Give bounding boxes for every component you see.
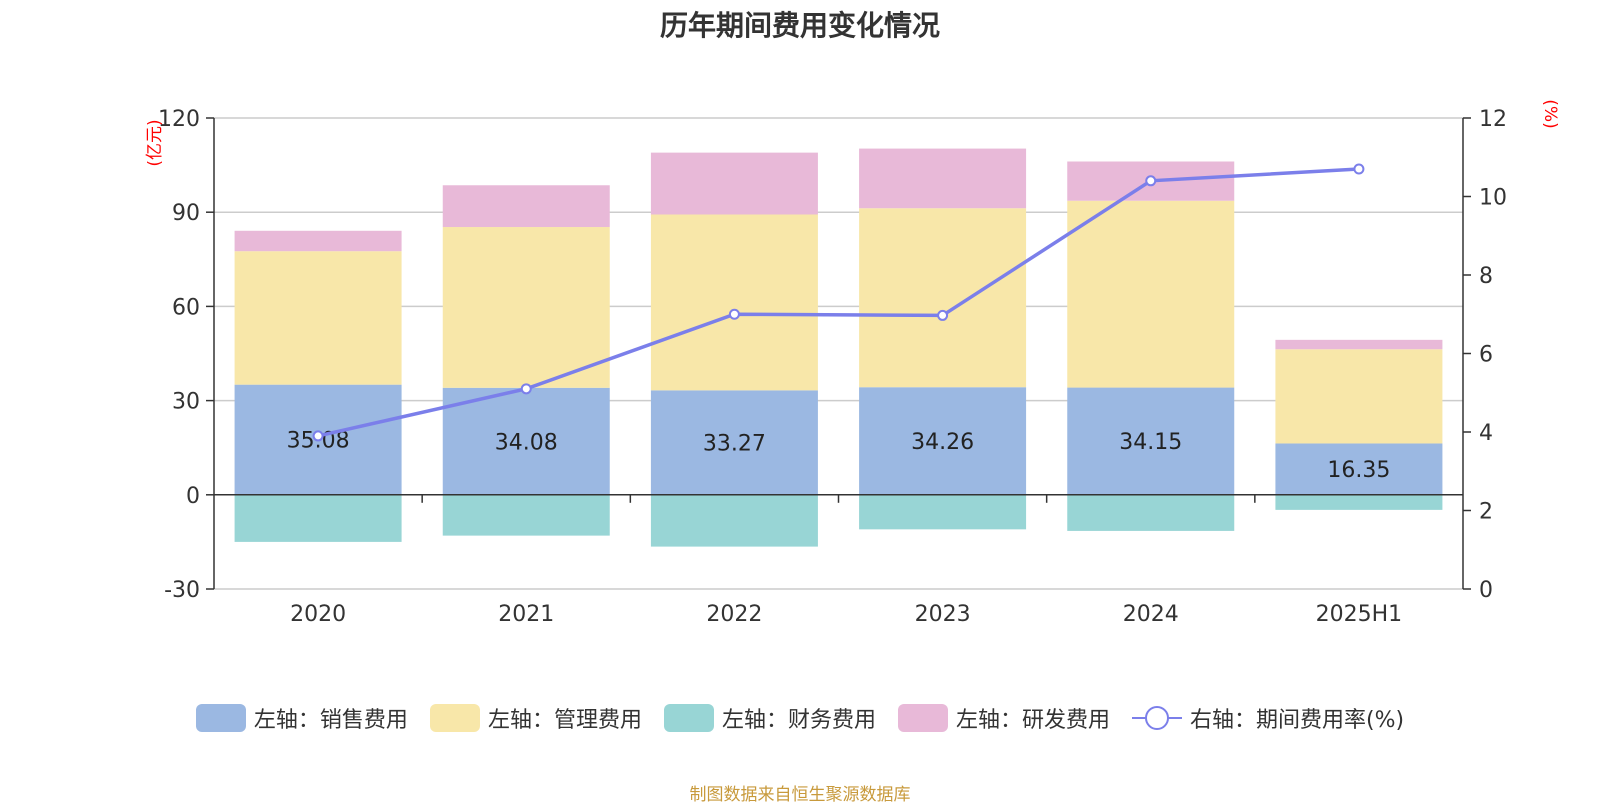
bar-admin [859,208,1027,388]
bar-admin [1067,200,1235,388]
rate-line [317,167,1360,438]
legend-item[interactable]: 左轴：研发费用 [897,702,1110,734]
legend-label: 左轴：研发费用 [955,708,1110,733]
sales-value-label: 34.26 [911,430,974,455]
legend-line-swatch [1131,704,1182,732]
bar-finance [234,494,402,542]
bar-sales [1067,387,1235,495]
legend-item[interactable]: 左轴：管理费用 [429,702,642,734]
bar-finance [1275,494,1443,510]
rate-point [520,383,532,395]
bar-admin [650,214,818,391]
category-label: 2023 [915,602,971,627]
right-tick-label: 4 [1479,421,1493,446]
right-tick-label: 0 [1479,578,1493,603]
bar-admin [1275,349,1443,444]
legend-label: 右轴：期间费用率(%) [1189,708,1405,733]
source-note: 制图数据来自恒生聚源数据库 [689,785,911,805]
bar-rnd [650,152,818,215]
sales-value-label: 16.35 [1327,458,1390,483]
sales-value-label: 34.08 [495,430,558,455]
bar-admin [234,251,402,385]
bar-finance [442,494,610,536]
rate-point [937,309,949,321]
chart-title: 历年期间费用变化情况 [659,9,940,42]
category-label: 2020 [290,602,346,627]
bar-admin [442,227,610,388]
legend-item[interactable]: 右轴：期间费用率(%) [1131,702,1405,734]
category-label: 2024 [1123,602,1179,627]
sales-value-label: 33.27 [703,432,766,457]
bar-rnd [859,148,1027,209]
category-label: 2025H1 [1316,602,1403,627]
bar-finance [1067,494,1235,531]
legend-label: 左轴：财务费用 [721,708,876,733]
right-tick-label: 10 [1479,186,1507,211]
legend-swatch [663,704,714,732]
chart-legend: 左轴：销售费用 左轴：管理费用 左轴：财务费用 左轴：研发费用 右轴：期间费用率(%) [0,702,1600,734]
bar-sales [650,390,818,495]
left-tick-label: -30 [164,578,200,603]
left-tick-label: 120 [158,107,200,132]
right-tick-label: 8 [1479,264,1493,289]
bar-sales [1275,443,1443,495]
left-tick-label: 30 [172,390,200,415]
bar-finance [650,494,818,547]
bar-rnd [1275,339,1443,350]
left-tick-label: 60 [172,295,200,320]
right-axis-unit: (%) [1540,99,1560,128]
legend-swatch [195,704,246,732]
sales-value-label: 34.15 [1119,430,1182,455]
rate-point [728,308,740,320]
left-axis-unit: (亿元) [145,119,165,166]
legend-label: 左轴：销售费用 [253,708,408,733]
legend-label: 左轴：管理费用 [487,708,642,733]
rate-point [1145,175,1157,187]
legend-line-marker [1144,706,1169,730]
right-tick-label: 6 [1479,343,1493,368]
category-label: 2021 [498,602,554,627]
left-tick-label: 90 [172,201,200,226]
bar-finance [859,494,1027,530]
legend-swatch [897,704,948,732]
right-tick-label: 2 [1479,500,1493,525]
category-label: 2022 [706,602,762,627]
bar-rnd [442,185,610,228]
bar-rnd [234,230,402,252]
legend-item[interactable]: 左轴：销售费用 [195,702,408,734]
rate-point [1353,163,1365,175]
bar-sales [442,387,610,495]
legend-item[interactable]: 左轴：财务费用 [663,702,876,734]
bar-sales [859,387,1027,495]
rate-point [312,430,324,442]
right-tick-label: 12 [1479,107,1507,132]
left-tick-label: 0 [186,484,200,509]
legend-swatch [429,704,480,732]
